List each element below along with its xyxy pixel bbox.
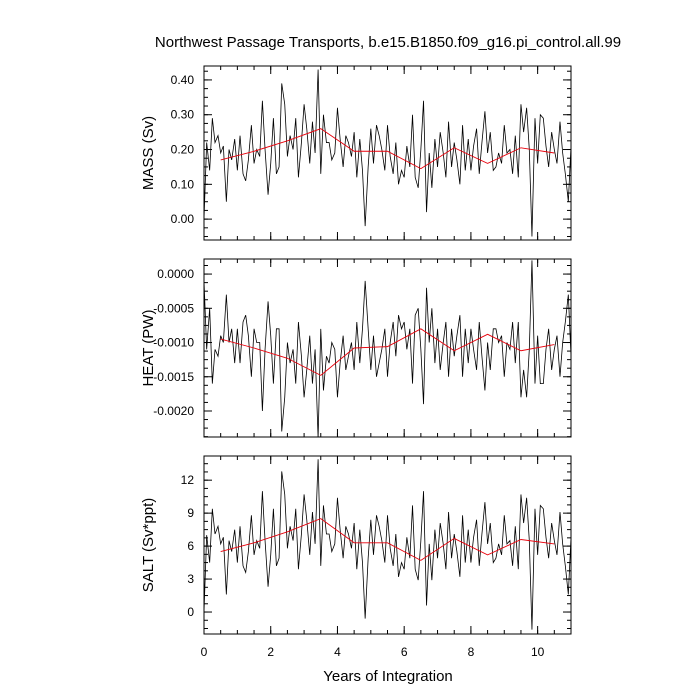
salt-y-tick-label: 12 bbox=[181, 473, 195, 487]
mass-y-tick-label: 0.20 bbox=[171, 143, 195, 157]
mass-y-tick-label: 0.30 bbox=[171, 108, 195, 122]
salt-x-tick-label: 4 bbox=[334, 645, 341, 659]
x-axis-label: Years of Integration bbox=[323, 668, 453, 685]
mass-timeseries-line bbox=[204, 69, 571, 237]
mass-y-axis-label: MASS (Sv) bbox=[140, 116, 157, 190]
salt-x-tick-label: 0 bbox=[201, 645, 208, 659]
heat-running-mean-line bbox=[220, 328, 555, 376]
salt-y-tick-label: 6 bbox=[187, 539, 194, 553]
heat-y-axis-label: HEAT (PW) bbox=[140, 310, 157, 387]
mass-y-tick-label: 0.00 bbox=[171, 212, 195, 226]
mass-y-tick-label: 0.40 bbox=[171, 73, 195, 87]
salt-x-tick-label: 6 bbox=[401, 645, 408, 659]
salt-x-tick-label: 8 bbox=[468, 645, 475, 659]
heat-y-tick-label: 0.0000 bbox=[157, 267, 194, 281]
salt-y-tick-label: 3 bbox=[187, 572, 194, 586]
heat-y-tick-label: -0.0020 bbox=[153, 404, 194, 418]
mass-running-mean-line bbox=[220, 128, 555, 170]
salt-plot-frame bbox=[203, 455, 572, 635]
salt-y-tick-label: 0 bbox=[187, 605, 194, 619]
salt-x-tick-label: 2 bbox=[267, 645, 274, 659]
mass-y-tick-label: 0.10 bbox=[171, 177, 195, 191]
heat-y-tick-label: -0.0015 bbox=[153, 370, 194, 384]
chart-title: Northwest Passage Transports, b.e15.B185… bbox=[155, 34, 621, 51]
salt-panel: 0 3 6 9 12 0 2 4 6 8 10 SALT (Sv*ppt) bbox=[140, 455, 572, 659]
salt-x-tick-label: 10 bbox=[531, 645, 545, 659]
heat-y-tick-label: -0.0010 bbox=[153, 336, 194, 350]
salt-running-mean-line bbox=[220, 518, 555, 561]
heat-y-tick-label: -0.0005 bbox=[153, 301, 194, 315]
mass-plot-frame bbox=[203, 65, 572, 241]
salt-y-tick-label: 9 bbox=[187, 506, 194, 520]
salt-y-axis-label: SALT (Sv*ppt) bbox=[140, 498, 157, 592]
salt-timeseries-line bbox=[204, 459, 571, 630]
heat-panel: -0.0020 -0.0015 -0.0010 -0.0005 0.0000 HEAT (… bbox=[140, 258, 572, 438]
mass-panel: 0.00 0.10 0.20 0.30 0.40 MASS (Sv) bbox=[140, 65, 572, 241]
heat-timeseries-line bbox=[204, 260, 571, 437]
